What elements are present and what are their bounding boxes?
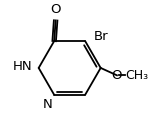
Text: CH₃: CH₃ [125,69,149,82]
Text: HN: HN [13,60,33,73]
Text: O: O [112,69,122,82]
Text: N: N [43,98,53,111]
Text: Br: Br [94,30,109,43]
Text: O: O [50,3,61,16]
